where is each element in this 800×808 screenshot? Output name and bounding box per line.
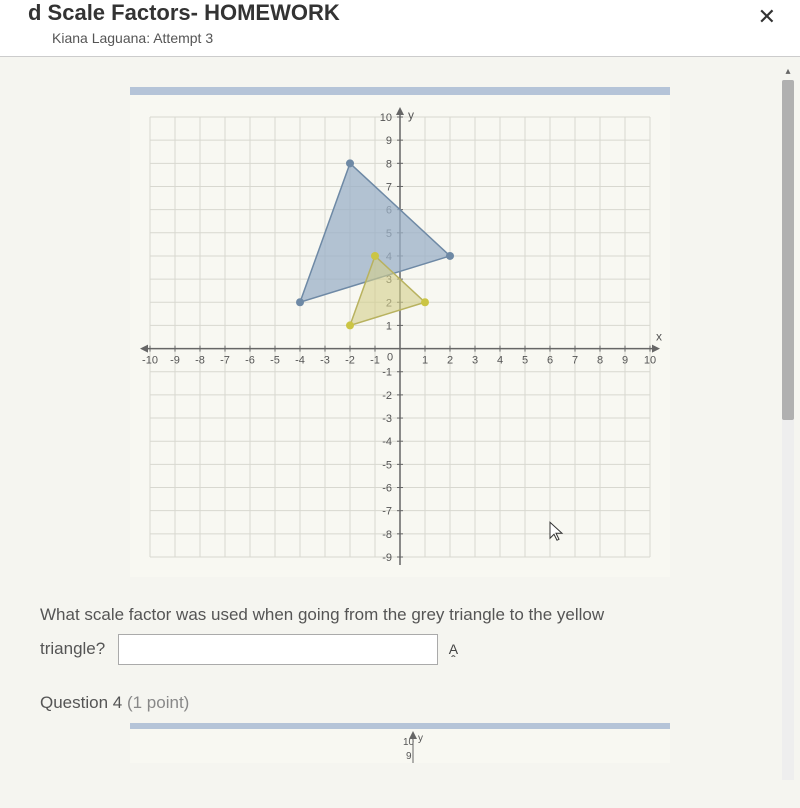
svg-text:-3: -3 (382, 413, 392, 425)
svg-text:-6: -6 (245, 355, 255, 367)
svg-text:9: 9 (622, 355, 628, 367)
svg-text:-8: -8 (382, 529, 392, 541)
svg-text:9: 9 (386, 135, 392, 147)
scrollbar-thumb[interactable] (782, 80, 794, 420)
svg-text:9: 9 (406, 751, 412, 762)
svg-text:7: 7 (572, 355, 578, 367)
svg-text:-4: -4 (382, 436, 392, 448)
question-line2: triangle? (40, 639, 105, 658)
svg-text:1: 1 (386, 320, 392, 332)
svg-text:-2: -2 (382, 390, 392, 402)
question-text: What scale factor was used when going fr… (40, 602, 760, 665)
svg-text:3: 3 (472, 355, 478, 367)
svg-text:-9: -9 (170, 355, 180, 367)
svg-text:-4: -4 (295, 355, 305, 367)
svg-text:y: y (418, 733, 423, 744)
svg-text:-10: -10 (142, 355, 158, 367)
svg-text:-7: -7 (220, 355, 230, 367)
header: d Scale Factors- HOMEWORK Kiana Laguana:… (0, 0, 800, 57)
svg-text:-5: -5 (270, 355, 280, 367)
answer-input[interactable] (118, 634, 438, 665)
svg-text:10: 10 (644, 355, 656, 367)
assignment-title: d Scale Factors- HOMEWORK (28, 0, 780, 26)
scroll-up-icon[interactable]: ▴ (782, 66, 794, 78)
svg-text:-3: -3 (320, 355, 330, 367)
svg-text:x: x (656, 330, 662, 344)
coordinate-graph: -10-9-8-7-6-5-4-3-2-1012345678910-9-8-7-… (130, 87, 670, 577)
svg-text:-5: -5 (382, 459, 392, 471)
svg-text:-1: -1 (370, 355, 380, 367)
svg-text:-8: -8 (195, 355, 205, 367)
svg-text:5: 5 (522, 355, 528, 367)
graph-container: -10-9-8-7-6-5-4-3-2-1012345678910-9-8-7-… (40, 87, 760, 582)
svg-text:1: 1 (422, 355, 428, 367)
close-icon[interactable]: ✕ (758, 4, 776, 30)
svg-text:8: 8 (597, 355, 603, 367)
question-points: (1 point) (127, 693, 189, 712)
svg-text:-1: -1 (382, 367, 392, 379)
content-area: -10-9-8-7-6-5-4-3-2-1012345678910-9-8-7-… (0, 57, 800, 808)
scrollbar-track[interactable]: ▴ (782, 80, 794, 780)
svg-text:-9: -9 (382, 552, 392, 564)
svg-text:-6: -6 (382, 483, 392, 495)
font-format-icon[interactable]: A̭ (449, 641, 458, 657)
next-question-header: Question 4 (1 point) (40, 693, 760, 713)
svg-text:6: 6 (547, 355, 553, 367)
svg-text:8: 8 (386, 158, 392, 170)
svg-text:-2: -2 (345, 355, 355, 367)
question-line1: What scale factor was used when going fr… (40, 605, 604, 624)
svg-text:-7: -7 (382, 506, 392, 518)
svg-text:0: 0 (387, 352, 393, 364)
svg-text:2: 2 (447, 355, 453, 367)
attempt-subtitle: Kiana Laguana: Attempt 3 (52, 30, 780, 46)
svg-text:7: 7 (386, 181, 392, 193)
svg-text:y: y (408, 108, 414, 122)
svg-text:10: 10 (380, 112, 392, 124)
next-graph-svg: 10 y 9 (130, 723, 670, 763)
svg-text:4: 4 (497, 355, 503, 367)
next-graph-preview: 10 y 9 (40, 723, 760, 768)
question-number: Question 4 (40, 693, 122, 712)
